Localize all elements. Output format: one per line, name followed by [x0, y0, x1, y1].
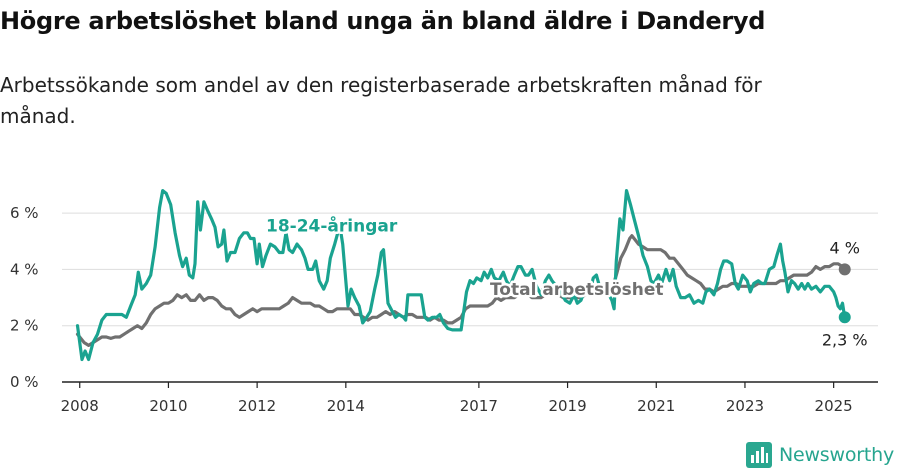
chart-subtitle: Arbetssökande som andel av den registerb…: [0, 73, 762, 128]
x-axis-ticks: 2008 2010 2012 2014 2017 2019 2021 2023 2025: [61, 382, 853, 415]
x-tick-label: 2014: [327, 397, 365, 415]
series-label-youth: 18-24-åringar: [266, 214, 398, 236]
series-labels: 18-24-åringar Total arbetslöshet 4 % 2,3 %: [264, 212, 870, 351]
y-tick-label: 4 %: [10, 260, 39, 278]
x-tick-label: 2025: [815, 397, 853, 415]
series-line-youth: [75, 189, 847, 362]
brand-logo: Newsworthy: [745, 442, 894, 468]
newsworthy-logo-icon: [745, 442, 772, 468]
x-tick-label: 2021: [637, 397, 675, 415]
x-tick-label: 2010: [149, 397, 187, 415]
chart-title: Högre arbetslöshet bland unga än bland ä…: [0, 7, 766, 35]
series-lines: [75, 189, 851, 362]
end-point-total: [838, 263, 851, 276]
y-tick-label: 6 %: [10, 204, 39, 222]
x-tick-label: 2008: [61, 397, 99, 415]
x-tick-label: 2023: [726, 397, 764, 415]
y-tick-label: 0 %: [10, 373, 39, 391]
brand-name: Newsworthy: [778, 444, 894, 466]
end-point-youth: [838, 311, 851, 324]
series-label-total: Total arbetslöshet: [490, 280, 664, 300]
x-tick-label: 2019: [548, 397, 586, 415]
end-value-youth: 2,3 %: [822, 330, 868, 349]
y-tick-label: 2 %: [10, 317, 39, 335]
y-axis-ticks: 0 % 2 % 4 % 6 %: [10, 204, 39, 391]
end-value-total: 4 %: [830, 238, 860, 257]
x-tick-label: 2017: [460, 397, 498, 415]
x-tick-label: 2012: [238, 397, 276, 415]
